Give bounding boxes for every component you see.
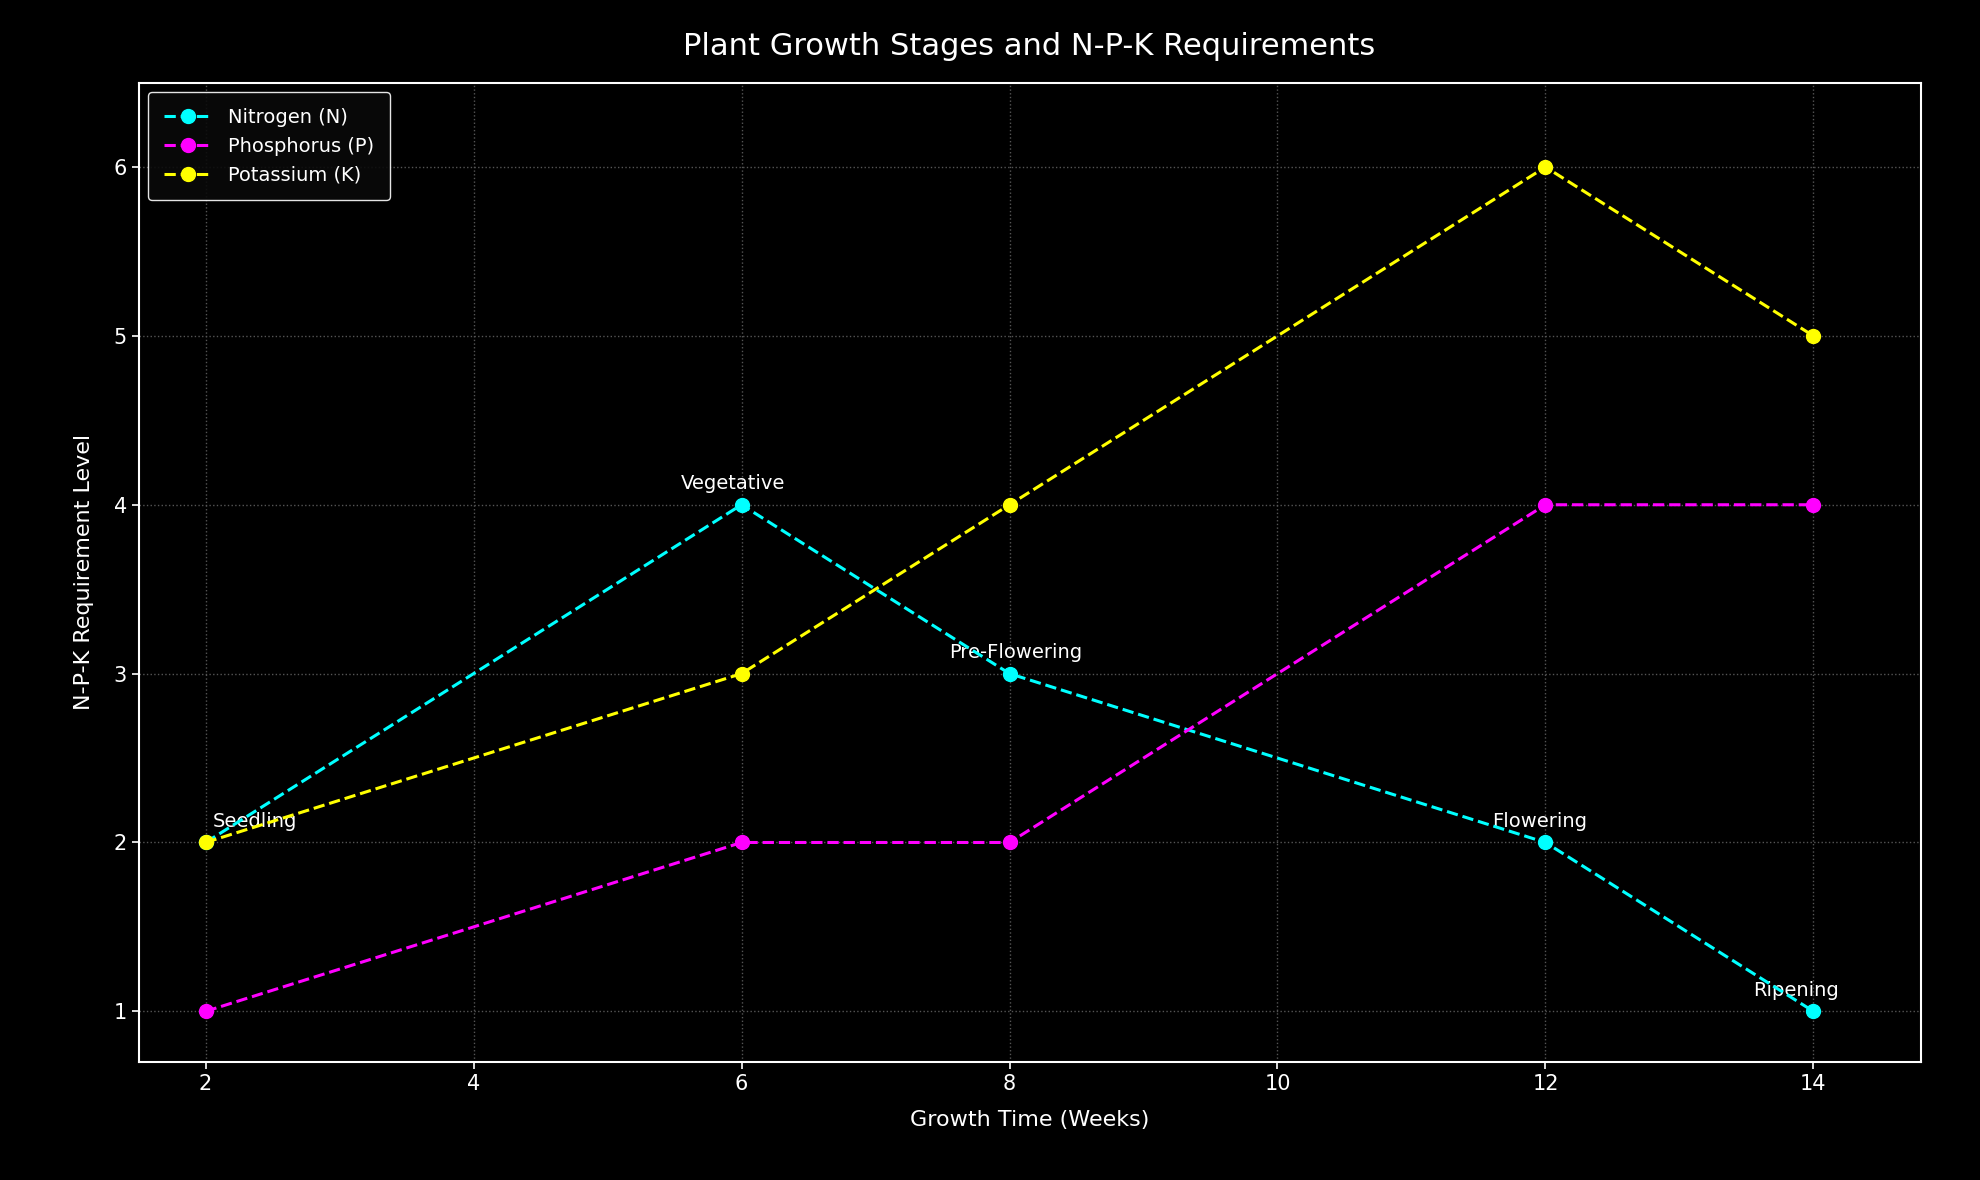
X-axis label: Growth Time (Weeks): Growth Time (Weeks) xyxy=(911,1110,1148,1130)
Title: Plant Growth Stages and N-P-K Requirements: Plant Growth Stages and N-P-K Requiremen… xyxy=(683,32,1376,61)
Nitrogen (N) xyxy=(1802,1004,1826,1018)
Nitrogen (N) xyxy=(998,667,1022,681)
Line: Phosphorus (P): Phosphorus (P) xyxy=(198,498,1820,1018)
Potassium (K) xyxy=(194,835,218,850)
Text: Flowering: Flowering xyxy=(1491,812,1586,831)
Text: Pre-Flowering: Pre-Flowering xyxy=(948,643,1083,662)
Phosphorus (P) xyxy=(194,1004,218,1018)
Nitrogen (N) xyxy=(1534,835,1558,850)
Potassium (K) xyxy=(1534,160,1558,175)
Nitrogen (N) xyxy=(194,835,218,850)
Potassium (K) xyxy=(998,498,1022,512)
Text: Ripening: Ripening xyxy=(1752,981,1839,999)
Line: Potassium (K): Potassium (K) xyxy=(198,160,1820,850)
Text: Seedling: Seedling xyxy=(212,812,297,831)
Text: Vegetative: Vegetative xyxy=(681,474,786,493)
Phosphorus (P) xyxy=(731,835,754,850)
Y-axis label: N-P-K Requirement Level: N-P-K Requirement Level xyxy=(73,434,93,710)
Phosphorus (P) xyxy=(998,835,1022,850)
Legend: Nitrogen (N), Phosphorus (P), Potassium (K): Nitrogen (N), Phosphorus (P), Potassium … xyxy=(148,92,390,199)
Line: Nitrogen (N): Nitrogen (N) xyxy=(198,498,1820,1018)
Phosphorus (P) xyxy=(1802,498,1826,512)
Phosphorus (P) xyxy=(1534,498,1558,512)
Potassium (K) xyxy=(731,667,754,681)
Nitrogen (N) xyxy=(731,498,754,512)
Potassium (K) xyxy=(1802,329,1826,343)
